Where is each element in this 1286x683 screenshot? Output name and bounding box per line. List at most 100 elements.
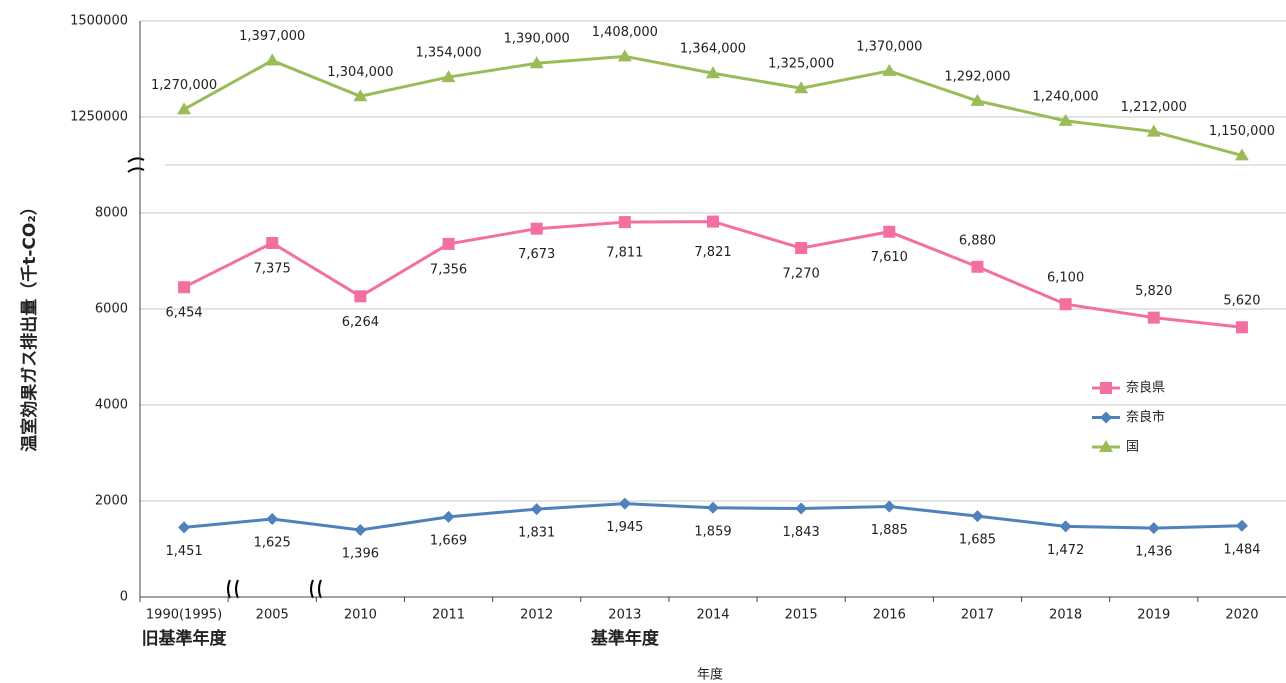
marker (883, 225, 896, 238)
data-label: 1,396 (342, 546, 379, 561)
data-label: 1,270,000 (151, 78, 217, 93)
legend-label: 国 (1126, 440, 1139, 455)
data-label: 1,212,000 (1121, 100, 1187, 115)
marker (707, 501, 719, 514)
legend-label: 奈良市 (1126, 409, 1165, 425)
y-tick-label: 4000 (95, 398, 128, 413)
annotation: 旧基準年度 (142, 628, 228, 649)
data-label: 1,304,000 (327, 65, 393, 80)
marker (266, 237, 279, 249)
marker (1146, 124, 1161, 137)
legend-label: 奈良県 (1126, 380, 1165, 396)
x-tick-label: 2019 (1137, 608, 1170, 623)
x-tick-label: 1990(1995) (146, 608, 222, 623)
marker (441, 70, 456, 83)
marker (706, 66, 720, 79)
marker (265, 53, 280, 66)
data-label: 5,820 (1135, 284, 1172, 299)
data-label: 1,625 (254, 536, 291, 551)
data-label: 7,821 (694, 245, 731, 260)
data-label: 1,945 (606, 520, 643, 535)
marker (178, 281, 191, 294)
data-label: 1,292,000 (944, 69, 1010, 84)
data-label: 1,325,000 (768, 57, 834, 72)
data-label: 6,880 (959, 233, 996, 248)
marker (970, 93, 985, 106)
data-label: 1,885 (871, 523, 908, 538)
marker (1100, 411, 1112, 424)
data-label: 6,100 (1047, 271, 1084, 286)
y-tick-label: 0 (120, 590, 128, 605)
y-tick-label: 1250000 (70, 110, 128, 125)
data-label: 1,150,000 (1209, 124, 1275, 139)
data-label: 7,270 (783, 267, 820, 282)
data-label: 1,484 (1223, 542, 1260, 557)
marker (1147, 522, 1160, 535)
marker (266, 513, 279, 525)
data-label: 1,859 (694, 524, 731, 539)
x-tick-label: 2020 (1225, 608, 1258, 623)
x-tick-label: 2005 (256, 608, 289, 623)
data-label: 1,370,000 (856, 39, 922, 54)
data-label: 7,356 (430, 262, 467, 277)
data-label: 7,811 (606, 246, 643, 261)
x-tick-label: 2012 (520, 608, 553, 623)
marker (442, 510, 455, 523)
marker (1100, 382, 1112, 394)
data-label: 1,472 (1047, 543, 1084, 558)
marker (442, 237, 455, 250)
marker (1235, 321, 1248, 334)
x-tick-label: 2018 (1049, 608, 1082, 623)
marker (795, 242, 808, 255)
x-tick-label: 2015 (785, 608, 818, 623)
x-tick-label: 2017 (961, 608, 994, 623)
x-tick-label: 2010 (344, 608, 377, 623)
marker (882, 63, 897, 76)
x-tick-label: 2014 (696, 608, 729, 623)
marker (1235, 519, 1248, 532)
marker (1058, 113, 1073, 126)
data-label: 1,364,000 (680, 42, 746, 57)
marker (1147, 311, 1160, 324)
marker (1059, 520, 1072, 533)
marker (1234, 148, 1249, 161)
marker (530, 222, 543, 235)
y-tick-label: 6000 (95, 302, 128, 317)
data-label: 1,408,000 (592, 25, 658, 40)
marker (1059, 298, 1072, 311)
data-label: 6,264 (342, 315, 379, 330)
marker (795, 502, 808, 515)
y-axis-label: 温室効果ガス排出量（千t-CO₂） (19, 198, 40, 452)
y-tick-label: 8000 (95, 206, 128, 221)
marker (618, 216, 631, 229)
marker (794, 81, 809, 94)
y-tick-label: 2000 (95, 494, 128, 509)
marker (177, 102, 192, 115)
marker (883, 500, 896, 513)
marker (707, 215, 719, 228)
data-label: 1,240,000 (1033, 89, 1099, 104)
marker (354, 290, 367, 303)
marker (530, 503, 543, 516)
marker (529, 56, 544, 69)
marker (1099, 440, 1113, 452)
marker (971, 510, 984, 523)
data-label: 1,397,000 (239, 29, 305, 44)
marker (618, 497, 631, 510)
data-label: 6,454 (165, 306, 202, 321)
axis-break (127, 157, 322, 599)
data-label: 1,831 (518, 526, 555, 541)
marker (971, 260, 984, 273)
data-label: 7,673 (518, 247, 555, 262)
marker (178, 521, 191, 534)
marker (353, 89, 368, 102)
data-label: 1,451 (165, 544, 202, 559)
data-label: 1,354,000 (415, 46, 481, 61)
data-label: 1,436 (1135, 545, 1172, 560)
x-tick-label: 2016 (873, 608, 906, 623)
x-axis-label: 年度 (697, 667, 723, 683)
x-tick-label: 2011 (432, 608, 465, 623)
data-label: 1,390,000 (504, 32, 570, 47)
data-label: 1,685 (959, 533, 996, 548)
